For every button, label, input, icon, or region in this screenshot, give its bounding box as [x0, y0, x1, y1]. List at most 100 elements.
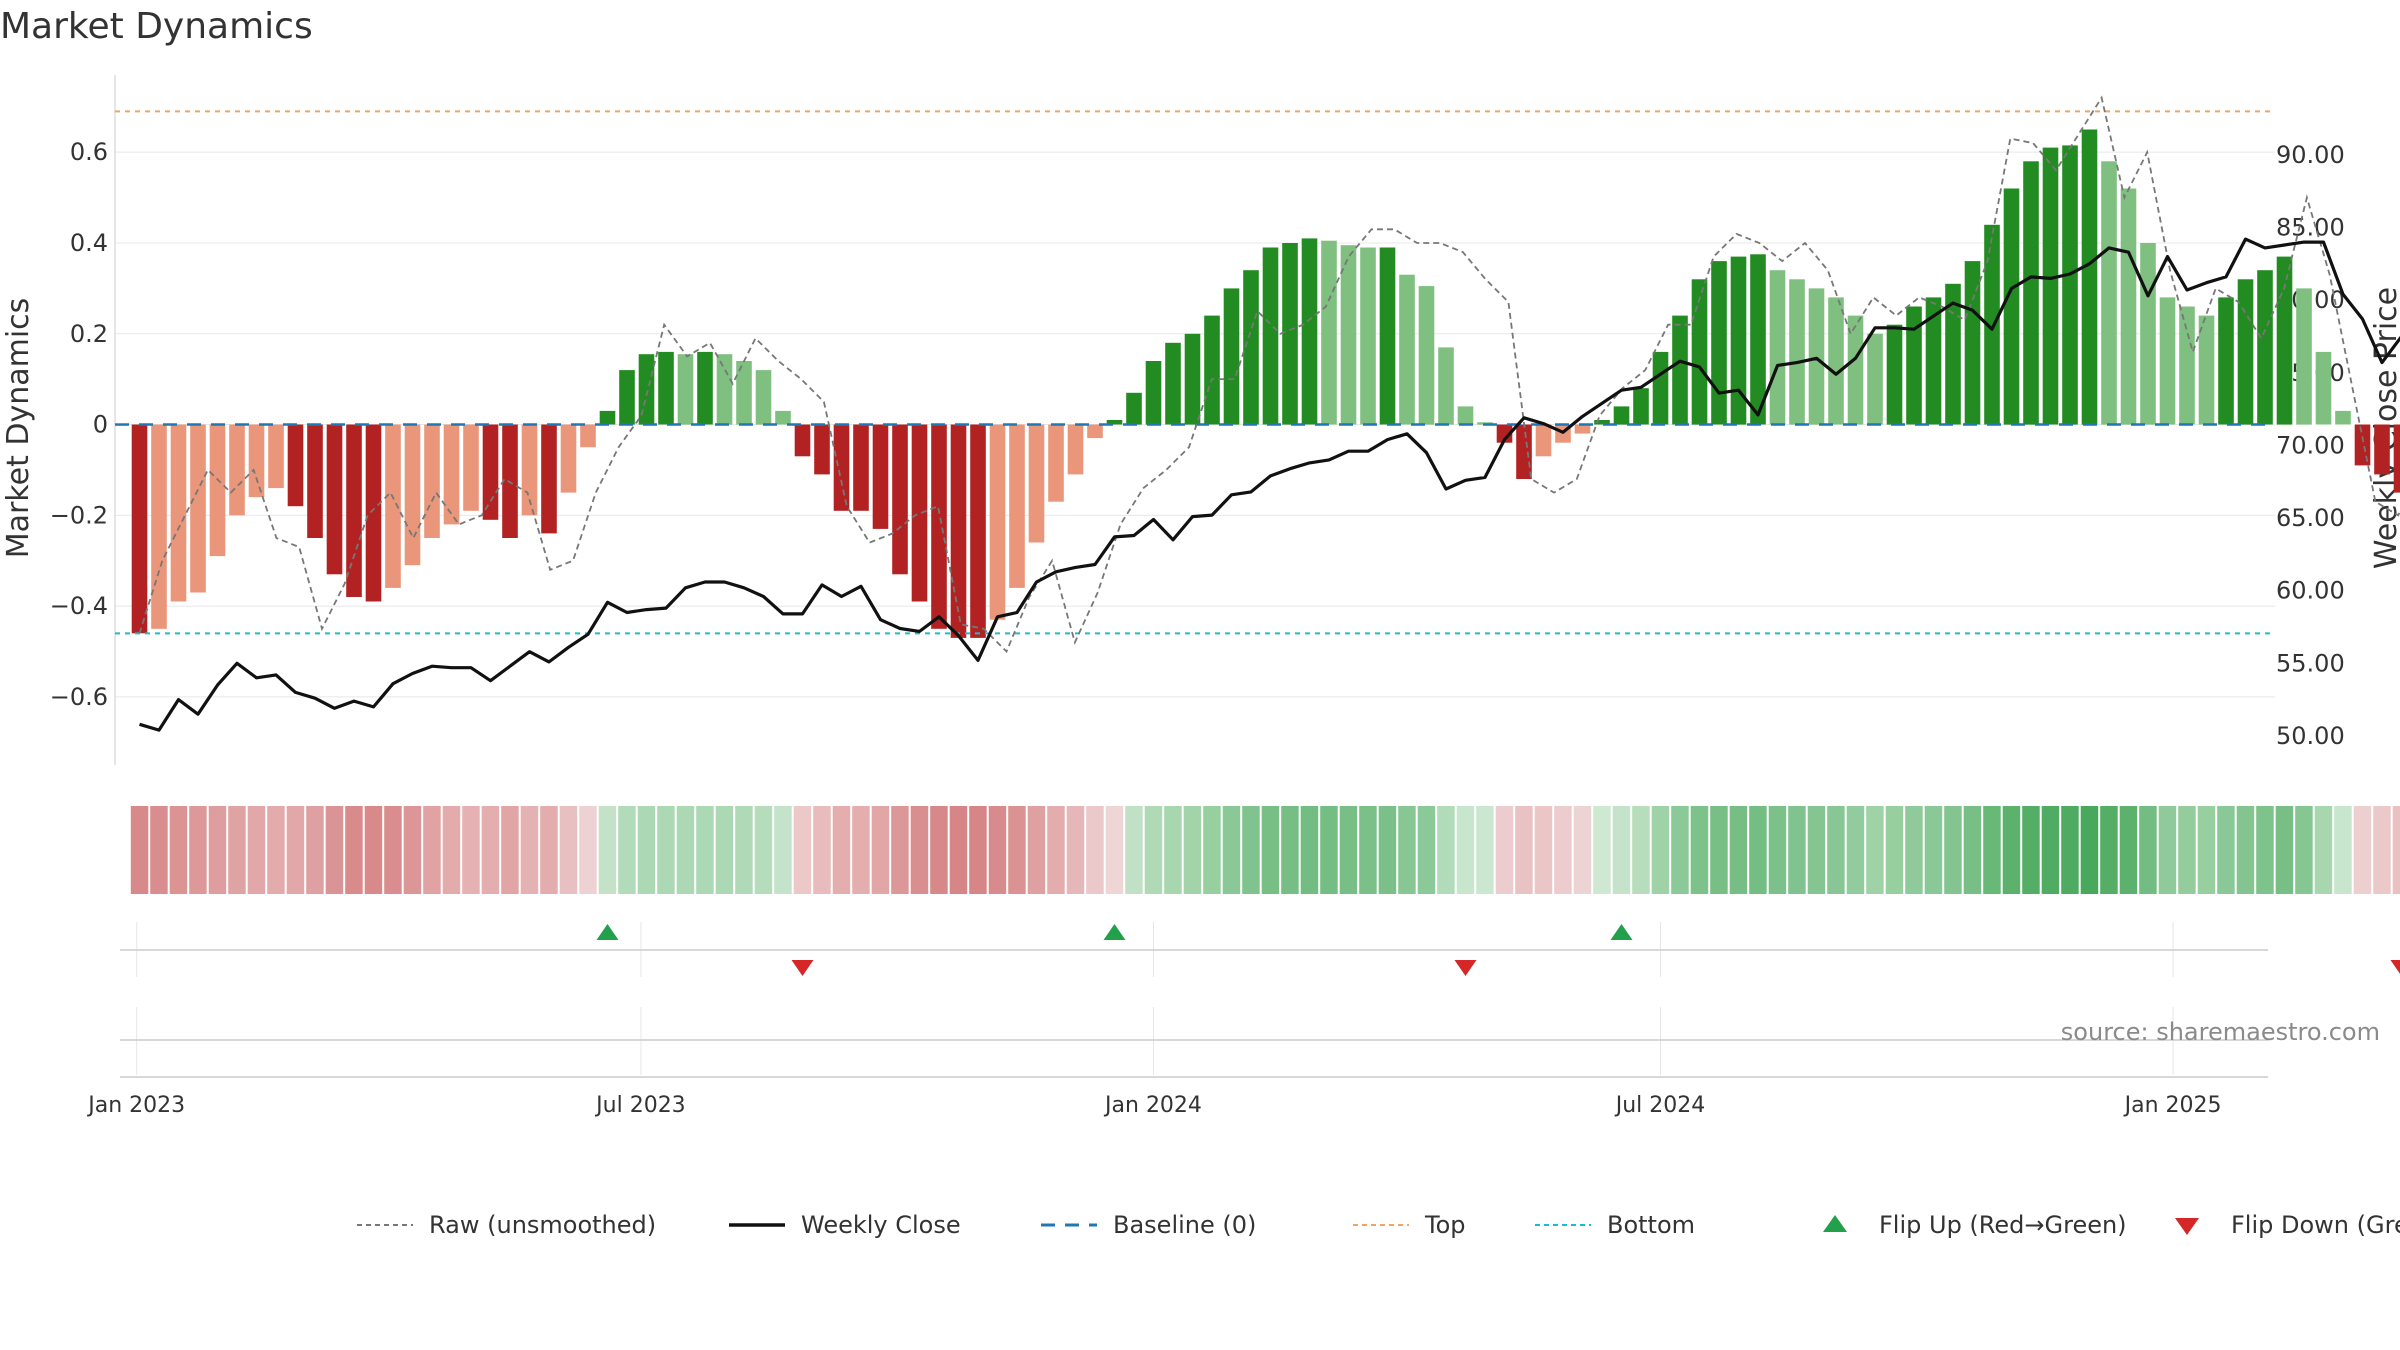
strip-cell	[2002, 806, 2021, 894]
dynamics-bar	[1028, 424, 1045, 543]
dynamics-bar	[716, 354, 733, 425]
dynamics-bar	[1048, 424, 1064, 502]
dynamics-bar	[1652, 351, 1669, 425]
strip-cell	[1242, 806, 1260, 894]
right-tick-label: 70.00	[2276, 431, 2345, 459]
dynamics-bar	[1964, 261, 1981, 425]
dynamics-bar	[1496, 424, 1513, 443]
dynamics-bar	[2120, 188, 2137, 425]
dynamics-bar	[1691, 279, 1708, 425]
dynamics-bar	[697, 351, 713, 425]
dynamics-bar	[404, 424, 421, 566]
strip-cell	[2061, 806, 2079, 894]
strip-cell	[2275, 806, 2294, 894]
strip-cell	[1710, 806, 1728, 894]
main-panel: 0.60.40.20−0.2−0.4−0.690.0085.0080.0075.…	[50, 75, 2400, 765]
x-tick-label: Jan 2023	[86, 1093, 185, 1118]
strip-cell	[1593, 806, 1611, 894]
legend-label: Flip Down (Green→Red)	[2231, 1211, 2400, 1239]
strip-cell	[1144, 806, 1163, 894]
dynamics-bar	[2237, 279, 2254, 425]
dynamics-bar	[2354, 424, 2371, 466]
dynamics-bar	[2276, 256, 2293, 425]
dynamics-bar	[911, 424, 928, 602]
strip-cell	[871, 806, 890, 894]
strip-cell	[1554, 806, 1572, 894]
dynamics-bar	[2042, 147, 2059, 425]
strip-cell	[1476, 806, 1494, 894]
strip-cell	[1027, 806, 1046, 894]
strip-cell	[267, 806, 285, 894]
dynamics-bar	[521, 424, 538, 516]
dynamics-bar	[2257, 270, 2273, 425]
strip-cell	[462, 806, 480, 894]
dynamics-bar	[2198, 315, 2215, 425]
strip-cell	[657, 806, 675, 894]
flip-down-marker	[1454, 960, 1477, 976]
dynamics-bar	[1808, 288, 1825, 425]
source-note: source: sharemaestro.com	[2061, 1018, 2380, 1046]
strip-cell	[1281, 806, 1299, 894]
dynamics-bar	[1633, 388, 1649, 425]
strip-cell	[286, 806, 305, 894]
flip-up-marker	[596, 924, 619, 940]
dynamics-bar	[1984, 224, 2000, 425]
strip-cell	[189, 806, 207, 894]
right-tick-label: 55.00	[2276, 649, 2345, 677]
left-tick-label: −0.2	[50, 501, 108, 529]
dynamics-bar	[151, 424, 167, 629]
strip-cell	[2256, 806, 2274, 894]
dynamics-bar	[1457, 406, 1474, 425]
dynamics-bar	[1165, 342, 1181, 425]
left-tick-label: −0.6	[50, 683, 108, 711]
dynamics-bar	[950, 424, 967, 638]
strip-cell	[2295, 806, 2313, 894]
dynamics-bar	[1223, 288, 1240, 425]
dynamics-strip-panel	[130, 806, 2400, 894]
strip-cell	[384, 806, 402, 894]
strip-cell	[1125, 806, 1143, 894]
right-tick-label: 50.00	[2276, 722, 2345, 750]
dynamics-bar	[2218, 297, 2234, 425]
dynamics-bar	[1672, 315, 1688, 425]
strip-cell	[2158, 806, 2177, 894]
strip-cell	[481, 806, 500, 894]
strip-cell	[1417, 806, 1436, 894]
strip-cell	[930, 806, 948, 894]
strip-cell	[1086, 806, 1104, 894]
strip-cell	[1261, 806, 1280, 894]
strip-cell	[910, 806, 929, 894]
strip-cell	[345, 806, 363, 894]
strip-cell	[735, 806, 753, 894]
dynamics-bar	[580, 424, 596, 448]
strip-cell	[423, 806, 441, 894]
dynamics-bar	[560, 424, 577, 493]
flip-up-marker	[1610, 924, 1633, 940]
left-tick-label: 0	[93, 411, 108, 439]
strip-cell	[813, 806, 831, 894]
strip-cell	[364, 806, 383, 894]
legend-item: Bottom	[1535, 1211, 1695, 1239]
dynamics-bar	[170, 424, 187, 602]
dynamics-bar	[346, 424, 362, 597]
left-axis-label: Market Dynamics	[1, 298, 36, 559]
dynamics-bar	[872, 424, 889, 529]
strip-cell	[306, 806, 324, 894]
dynamics-bar	[755, 370, 772, 425]
dynamics-bar	[1730, 256, 1747, 425]
dynamics-bar	[229, 424, 245, 516]
strip-cell	[1788, 806, 1806, 894]
legend-label: Bottom	[1607, 1211, 1695, 1239]
strip-cell	[247, 806, 266, 894]
dynamics-bar	[833, 424, 850, 511]
strip-cell	[1047, 806, 1065, 894]
strip-cell	[1983, 806, 2001, 894]
dynamics-bar	[365, 424, 382, 602]
strip-cell	[1164, 806, 1182, 894]
flip-down-marker	[2390, 960, 2400, 974]
strip-cell	[1534, 806, 1553, 894]
strip-cell	[442, 806, 461, 894]
strip-cell	[1300, 806, 1319, 894]
right-tick-label: 60.00	[2276, 577, 2345, 605]
right-tick-label: 85.00	[2276, 214, 2345, 242]
